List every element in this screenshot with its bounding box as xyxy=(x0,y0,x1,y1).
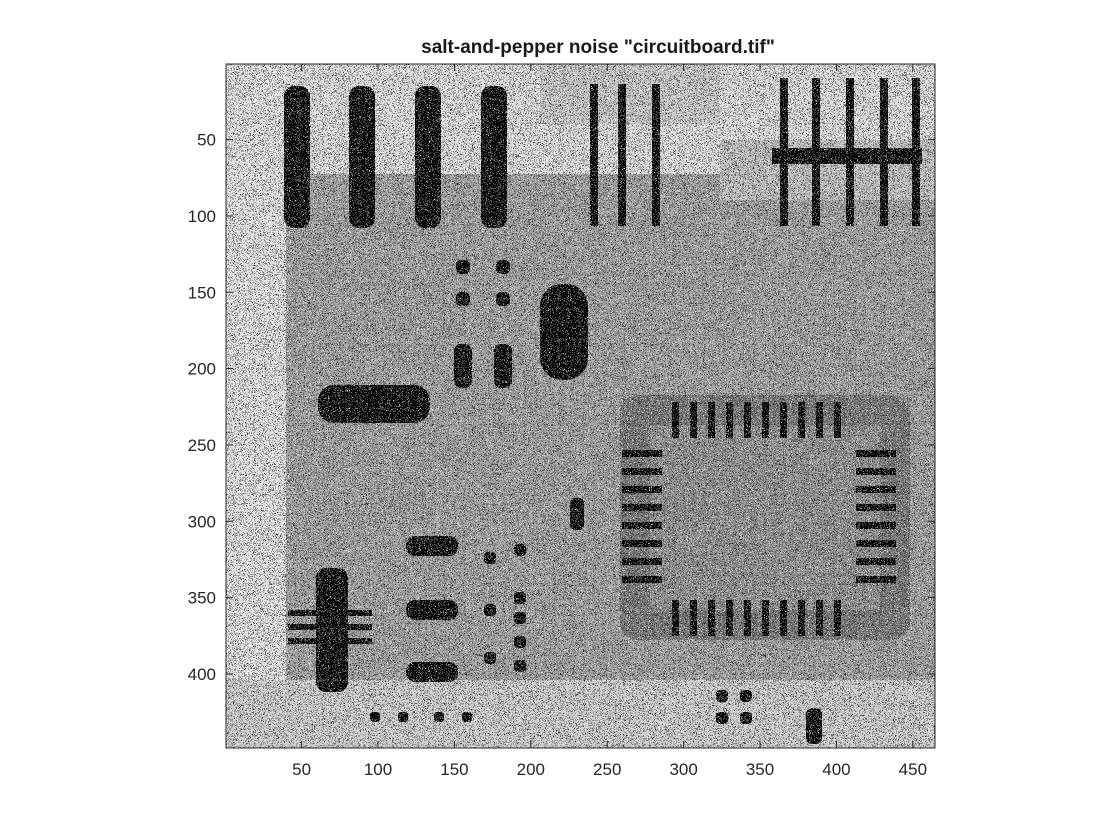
axes-box xyxy=(225,63,936,749)
x-tick-label: 400 xyxy=(822,760,850,779)
noisy-image xyxy=(226,64,935,748)
x-tick-label: 250 xyxy=(593,760,621,779)
y-tick-label: 400 xyxy=(188,665,216,684)
y-axis: 50 100 150 200 250 300 350 400 xyxy=(188,131,935,684)
figure-title: salt-and-pepper noise "circuitboard.tif" xyxy=(421,37,775,58)
x-axis: 50 100 150 200 250 300 350 400 450 xyxy=(292,64,927,779)
x-tick-label: 450 xyxy=(899,760,927,779)
x-tick-label: 200 xyxy=(517,760,545,779)
x-tick-label: 150 xyxy=(440,760,468,779)
y-tick-label: 200 xyxy=(188,360,216,379)
y-tick-label: 300 xyxy=(188,512,216,531)
y-tick-label: 100 xyxy=(188,207,216,226)
x-tick-label: 300 xyxy=(669,760,697,779)
y-tick-label: 50 xyxy=(197,131,216,150)
y-tick-label: 150 xyxy=(188,283,216,302)
y-tick-label: 350 xyxy=(188,589,216,608)
x-tick-label: 100 xyxy=(364,760,392,779)
x-tick-label: 350 xyxy=(746,760,774,779)
y-tick-label: 250 xyxy=(188,436,216,455)
x-tick-label: 50 xyxy=(292,760,311,779)
